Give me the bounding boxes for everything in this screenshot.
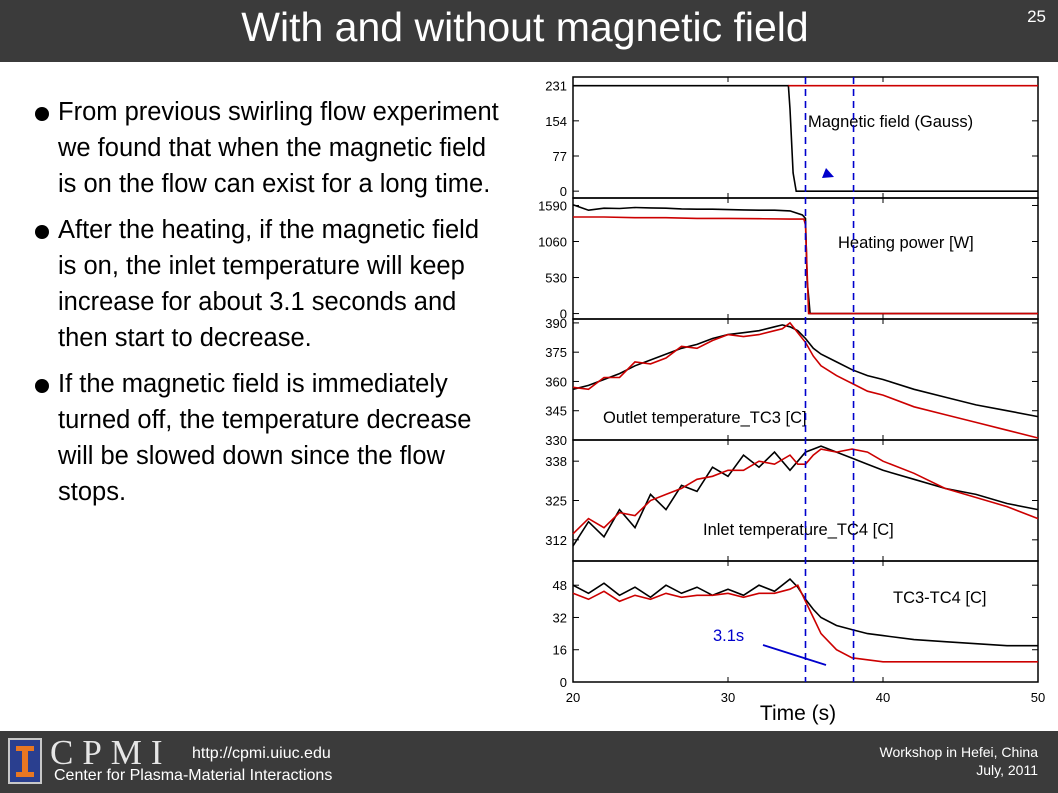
y-tick-label: 325 (545, 494, 567, 509)
slide-footer: CPMI http://cpmi.uiuc.edu Center for Pla… (0, 731, 1058, 793)
university-logo-icon (8, 738, 42, 784)
series-line-black (572, 204, 1038, 315)
bullet-dot-icon (35, 225, 49, 239)
series-line-red (572, 321, 1039, 439)
footer-url[interactable]: http://cpmi.uiuc.edu (192, 745, 331, 762)
slide-header: With and without magnetic field 25 (0, 0, 1058, 62)
y-tick-label: 390 (545, 316, 567, 331)
series-line-red (572, 448, 1039, 535)
annotation-arrow (762, 644, 827, 666)
panel-label: TC3-TC4 [C] (893, 589, 987, 607)
cpmi-logo: CPMI (50, 733, 172, 772)
bullet-item: If the magnetic field is immediately tur… (32, 366, 502, 510)
series-line-black (572, 445, 1039, 547)
x-tick-label: 40 (876, 690, 890, 705)
x-axis-label: Time (s) (760, 702, 836, 725)
y-tick-label: 345 (545, 404, 567, 419)
footer-center-name: Center for Plasma-Material Interactions (54, 767, 333, 784)
annotation-label: 3.1s (713, 627, 744, 645)
series-line-black (572, 578, 1038, 647)
panel-label: Inlet temperature_TC4 [C] (703, 521, 894, 539)
y-tick-label: 16 (553, 643, 567, 658)
x-tick-label: 20 (566, 690, 580, 705)
series-line-black (573, 84, 1038, 192)
slide-number: 25 (1027, 7, 1046, 26)
y-tick-label: 231 (545, 79, 567, 94)
y-tick-label: 0 (560, 184, 567, 199)
y-tick-label: 330 (545, 433, 567, 448)
x-tick-label: 30 (721, 690, 735, 705)
y-tick-label: 375 (545, 345, 567, 360)
bullet-text: From previous swirling flow experiment w… (58, 98, 499, 198)
y-tick-label: 48 (553, 578, 567, 593)
y-tick-label: 312 (545, 533, 567, 548)
bullet-list: From previous swirling flow experiment w… (32, 94, 502, 520)
y-tick-label: 1060 (538, 235, 567, 250)
bullet-item: After the heating, if the magnetic field… (32, 212, 502, 356)
bullet-dot-icon (35, 107, 49, 121)
x-tick-label: 50 (1031, 690, 1045, 705)
y-tick-label: 77 (553, 149, 567, 164)
footer-workshop: Workshop in Hefei, China July, 2011 (880, 743, 1038, 779)
y-tick-label: 530 (545, 271, 567, 286)
bullet-text: After the heating, if the magnetic field… (58, 216, 479, 352)
bullet-text: If the magnetic field is immediately tur… (58, 370, 472, 506)
series-line-red (572, 584, 1038, 663)
y-tick-label: 154 (545, 114, 567, 129)
workshop-name: Workshop in Hefei, China (879, 744, 1038, 760)
bullet-item: From previous swirling flow experiment w… (32, 94, 502, 202)
series-line-black (572, 324, 1039, 418)
bullet-dot-icon (35, 379, 49, 393)
y-tick-label: 338 (545, 454, 567, 469)
time-series-chart: 0 77 154 231 Magnetic field (Gauss) 0 530 1060 1… (538, 76, 1045, 725)
y-tick-label: 360 (545, 374, 567, 389)
slide-title: With and without magnetic field (241, 4, 809, 50)
y-tick-label: 0 (560, 307, 567, 322)
workshop-date: July, 2011 (976, 762, 1038, 778)
panel-label: Outlet temperature_TC3 [C] (603, 409, 807, 427)
y-tick-label: 0 (560, 675, 567, 690)
panel-label: Magnetic field (Gauss) (808, 113, 973, 131)
annotation-arrowhead (822, 168, 834, 178)
y-tick-label: 1590 (538, 198, 567, 213)
y-tick-label: 32 (553, 610, 567, 625)
panel-label: Heating power [W] (838, 234, 974, 252)
